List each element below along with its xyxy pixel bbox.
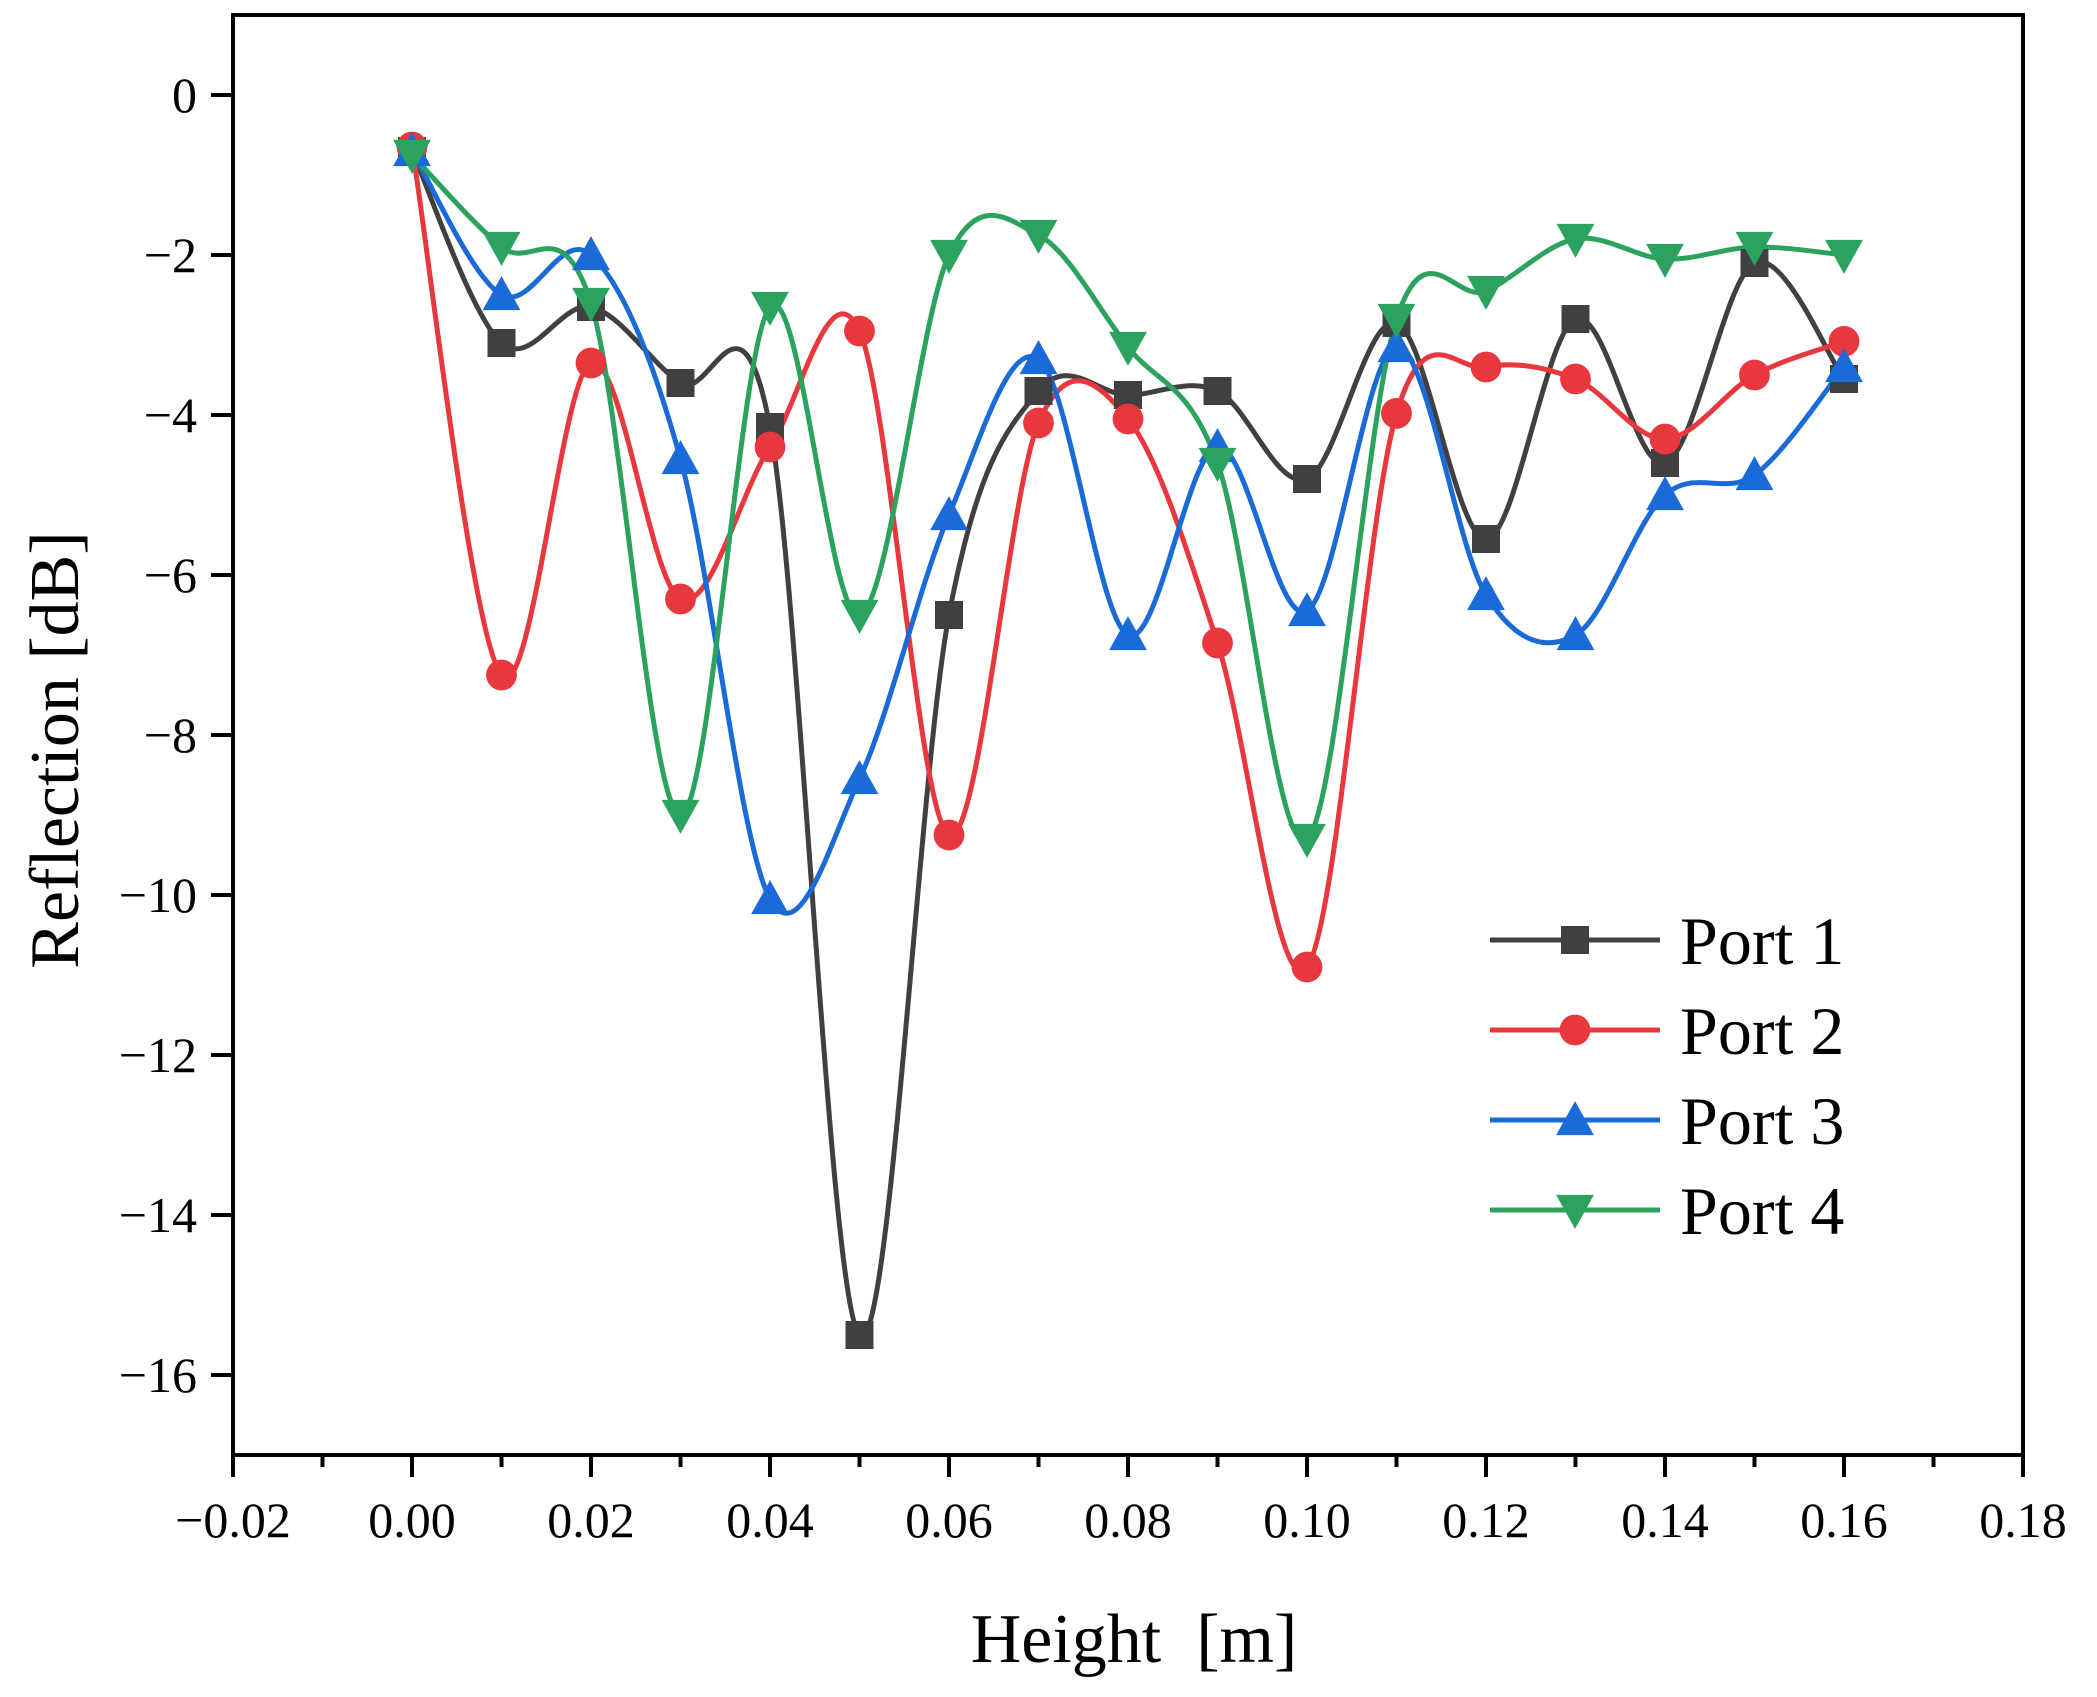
series-line-4 — [410, 153, 1845, 843]
data-point-series-1 — [845, 1321, 874, 1349]
x-tick-label: 0.06 — [905, 1492, 993, 1548]
data-point-series-2 — [1202, 627, 1233, 659]
data-point-series-4 — [751, 291, 789, 326]
data-point-series-1 — [1203, 377, 1232, 405]
data-point-series-4 — [1735, 231, 1774, 266]
y-tick-label: −14 — [119, 1187, 197, 1243]
y-tick-label: −6 — [144, 547, 197, 603]
data-point-series-4 — [393, 139, 431, 174]
legend-marker-1 — [1561, 926, 1589, 954]
series-layer — [393, 131, 1863, 1349]
data-point-series-3 — [1735, 456, 1774, 491]
data-point-series-4 — [572, 287, 610, 322]
legend-marker-3 — [1556, 1101, 1594, 1136]
data-point-series-4 — [1377, 303, 1416, 338]
x-tick-label: −0.02 — [175, 1492, 291, 1548]
y-axis-title: Reflection [dB] — [17, 531, 94, 968]
data-point-series-4 — [840, 599, 879, 634]
legend-marker-4 — [1556, 1194, 1594, 1229]
data-point-series-4 — [1556, 223, 1595, 258]
series-line-2 — [409, 146, 1845, 973]
x-tick-label: 0.08 — [1084, 1492, 1172, 1548]
data-point-series-2 — [1381, 398, 1412, 429]
legend-label-3: Port 3 — [1680, 1083, 1844, 1159]
data-point-series-2 — [1291, 951, 1323, 983]
data-point-series-1 — [1293, 465, 1321, 493]
data-point-series-1 — [1024, 377, 1053, 405]
data-point-series-3 — [482, 276, 521, 311]
x-tick-label: 0.10 — [1263, 1492, 1351, 1548]
y-tick-label: −10 — [119, 867, 197, 923]
data-point-series-2 — [1023, 407, 1054, 439]
y-tick-label: −4 — [144, 387, 197, 443]
legend-marker-2 — [1559, 1014, 1591, 1046]
x-tick-label: 0.16 — [1800, 1492, 1888, 1548]
y-tick-label: −2 — [144, 227, 197, 283]
data-point-series-2 — [1649, 423, 1681, 455]
y-tick-label: −16 — [119, 1347, 197, 1403]
x-axis-title: Height [m] — [971, 1601, 1298, 1678]
data-point-series-4 — [1288, 823, 1326, 858]
legend-label-2: Port 2 — [1680, 993, 1844, 1069]
legend: Port 1 Port 2 Port 3 Port 4 — [1490, 903, 1844, 1249]
data-point-series-4 — [1646, 243, 1684, 278]
data-point-series-3 — [1825, 348, 1863, 383]
x-tick-label: 0.04 — [726, 1492, 814, 1548]
data-point-series-1 — [487, 329, 516, 357]
x-tick-label: 0.14 — [1621, 1492, 1709, 1548]
data-point-series-3 — [930, 496, 968, 531]
data-point-series-4 — [661, 799, 700, 834]
data-point-series-4 — [1109, 331, 1147, 366]
data-point-series-3 — [1288, 592, 1326, 627]
data-point-series-3 — [751, 880, 789, 915]
data-point-series-3 — [1556, 616, 1595, 651]
legend-label-1: Port 1 — [1680, 903, 1844, 979]
y-tick-label: 0 — [172, 67, 197, 123]
data-point-series-3 — [840, 760, 879, 795]
series-line-1 — [409, 149, 1847, 1339]
data-point-series-2 — [933, 819, 965, 851]
data-point-series-2 — [665, 583, 696, 615]
data-point-series-3 — [1019, 340, 1058, 375]
data-point-series-1 — [666, 369, 695, 397]
data-point-series-2 — [1112, 403, 1144, 435]
y-tick-label: −12 — [119, 1027, 197, 1083]
data-point-series-2 — [754, 431, 786, 463]
data-point-series-1 — [1561, 305, 1590, 333]
data-point-series-3 — [661, 440, 700, 475]
x-tick-label: 0.00 — [368, 1492, 456, 1548]
legend-label-4: Port 4 — [1680, 1173, 1844, 1249]
data-point-series-3 — [1646, 476, 1684, 511]
series-line-3 — [409, 149, 1846, 916]
data-point-series-2 — [1739, 359, 1770, 391]
data-point-series-4 — [930, 239, 968, 274]
x-tick-label: 0.02 — [547, 1492, 635, 1548]
data-point-series-2 — [575, 347, 607, 379]
data-point-series-2 — [1470, 351, 1502, 383]
data-point-series-4 — [1198, 447, 1237, 482]
data-point-series-3 — [1109, 616, 1147, 651]
data-point-series-1 — [1472, 525, 1500, 553]
axes-layer: −0.02 0.00 0.02 0.04 0.06 0.08 0.10 0.12 0.14 0.1… — [119, 13, 2067, 1548]
data-point-series-2 — [844, 315, 875, 347]
data-point-series-3 — [1377, 328, 1416, 363]
data-point-series-2 — [1828, 326, 1860, 357]
data-point-series-2 — [1560, 363, 1591, 395]
y-tick-label: −8 — [144, 707, 197, 763]
x-tick-label: 0.12 — [1442, 1492, 1530, 1548]
data-point-series-3 — [1467, 576, 1505, 611]
data-point-series-4 — [1825, 239, 1863, 274]
data-point-series-3 — [572, 236, 610, 271]
data-point-series-4 — [1019, 219, 1058, 254]
data-point-series-4 — [1467, 275, 1505, 310]
data-point-series-4 — [482, 231, 521, 266]
x-tick-label: 0.18 — [1979, 1492, 2067, 1548]
data-point-series-1 — [935, 601, 963, 629]
data-point-series-2 — [486, 659, 517, 691]
